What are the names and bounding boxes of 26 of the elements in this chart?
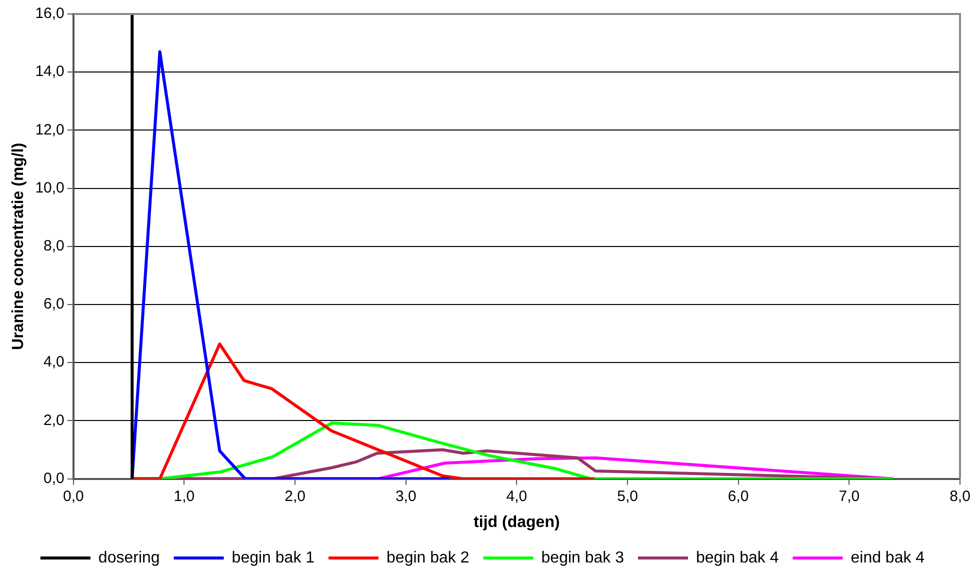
x-tick-label: 1,0 xyxy=(174,488,195,505)
legend-label: eind bak 4 xyxy=(850,549,925,566)
x-tick-label: 3,0 xyxy=(395,488,416,505)
legend-label: begin bak 1 xyxy=(232,549,315,566)
legend-label: begin bak 2 xyxy=(386,549,470,566)
x-tick-label: 6,0 xyxy=(728,488,749,505)
x-tick-label: 4,0 xyxy=(506,488,528,505)
x-tick-label: 8,0 xyxy=(950,488,970,505)
x-tick-label: 7,0 xyxy=(838,488,860,505)
y-axis-title: Uranine concentratie (mg/l) xyxy=(10,142,28,350)
y-tick-label: 2,0 xyxy=(44,412,64,429)
y-tick-label: 12,0 xyxy=(35,121,64,138)
y-tick-label: 16,0 xyxy=(35,5,64,22)
legend-label: dosering xyxy=(98,549,160,566)
y-tick-label: 8,0 xyxy=(44,238,64,255)
x-tick-label: 5,0 xyxy=(617,488,638,505)
y-tick-label: 0,0 xyxy=(44,470,64,487)
y-tick-label: 10,0 xyxy=(35,179,64,196)
y-tick-label: 14,0 xyxy=(35,63,64,80)
x-tick-label: 2,0 xyxy=(284,488,306,505)
legend-label: begin bak 3 xyxy=(541,549,624,566)
x-axis-title: tijd (dagen) xyxy=(474,514,560,531)
legend-label: begin bak 4 xyxy=(696,549,779,566)
y-tick-label: 4,0 xyxy=(44,354,64,371)
x-tick-label: 0,0 xyxy=(62,488,84,505)
y-tick-label: 6,0 xyxy=(44,296,64,313)
